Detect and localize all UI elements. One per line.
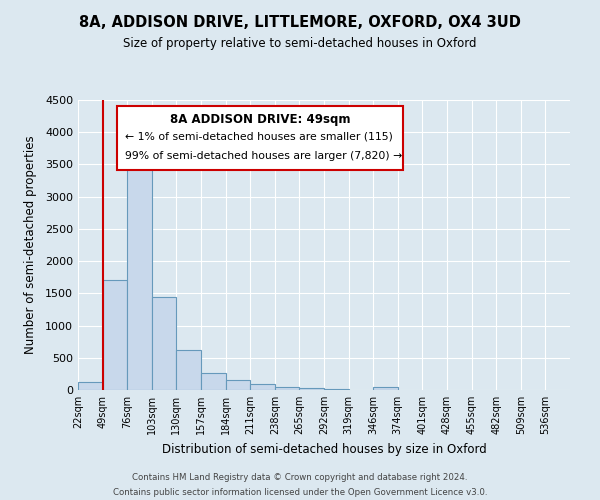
FancyBboxPatch shape	[118, 106, 403, 170]
Bar	[226, 380, 250, 390]
Bar	[373, 388, 398, 390]
Text: Contains public sector information licensed under the Open Government Licence v3: Contains public sector information licen…	[113, 488, 487, 497]
Bar	[152, 297, 176, 390]
Text: 8A ADDISON DRIVE: 49sqm: 8A ADDISON DRIVE: 49sqm	[170, 113, 350, 126]
Bar	[176, 350, 201, 390]
Bar	[299, 388, 324, 390]
Text: Contains HM Land Registry data © Crown copyright and database right 2024.: Contains HM Land Registry data © Crown c…	[132, 473, 468, 482]
Bar	[201, 372, 226, 390]
Bar	[78, 382, 103, 390]
Bar	[275, 387, 299, 390]
Bar	[250, 384, 275, 390]
Text: 99% of semi-detached houses are larger (7,820) →: 99% of semi-detached houses are larger (…	[125, 151, 402, 161]
Text: 8A, ADDISON DRIVE, LITTLEMORE, OXFORD, OX4 3UD: 8A, ADDISON DRIVE, LITTLEMORE, OXFORD, O…	[79, 15, 521, 30]
X-axis label: Distribution of semi-detached houses by size in Oxford: Distribution of semi-detached houses by …	[161, 442, 487, 456]
Y-axis label: Number of semi-detached properties: Number of semi-detached properties	[23, 136, 37, 354]
Bar	[103, 280, 127, 390]
Bar	[127, 164, 152, 390]
Text: Size of property relative to semi-detached houses in Oxford: Size of property relative to semi-detach…	[123, 38, 477, 51]
Text: ← 1% of semi-detached houses are smaller (115): ← 1% of semi-detached houses are smaller…	[125, 132, 392, 142]
